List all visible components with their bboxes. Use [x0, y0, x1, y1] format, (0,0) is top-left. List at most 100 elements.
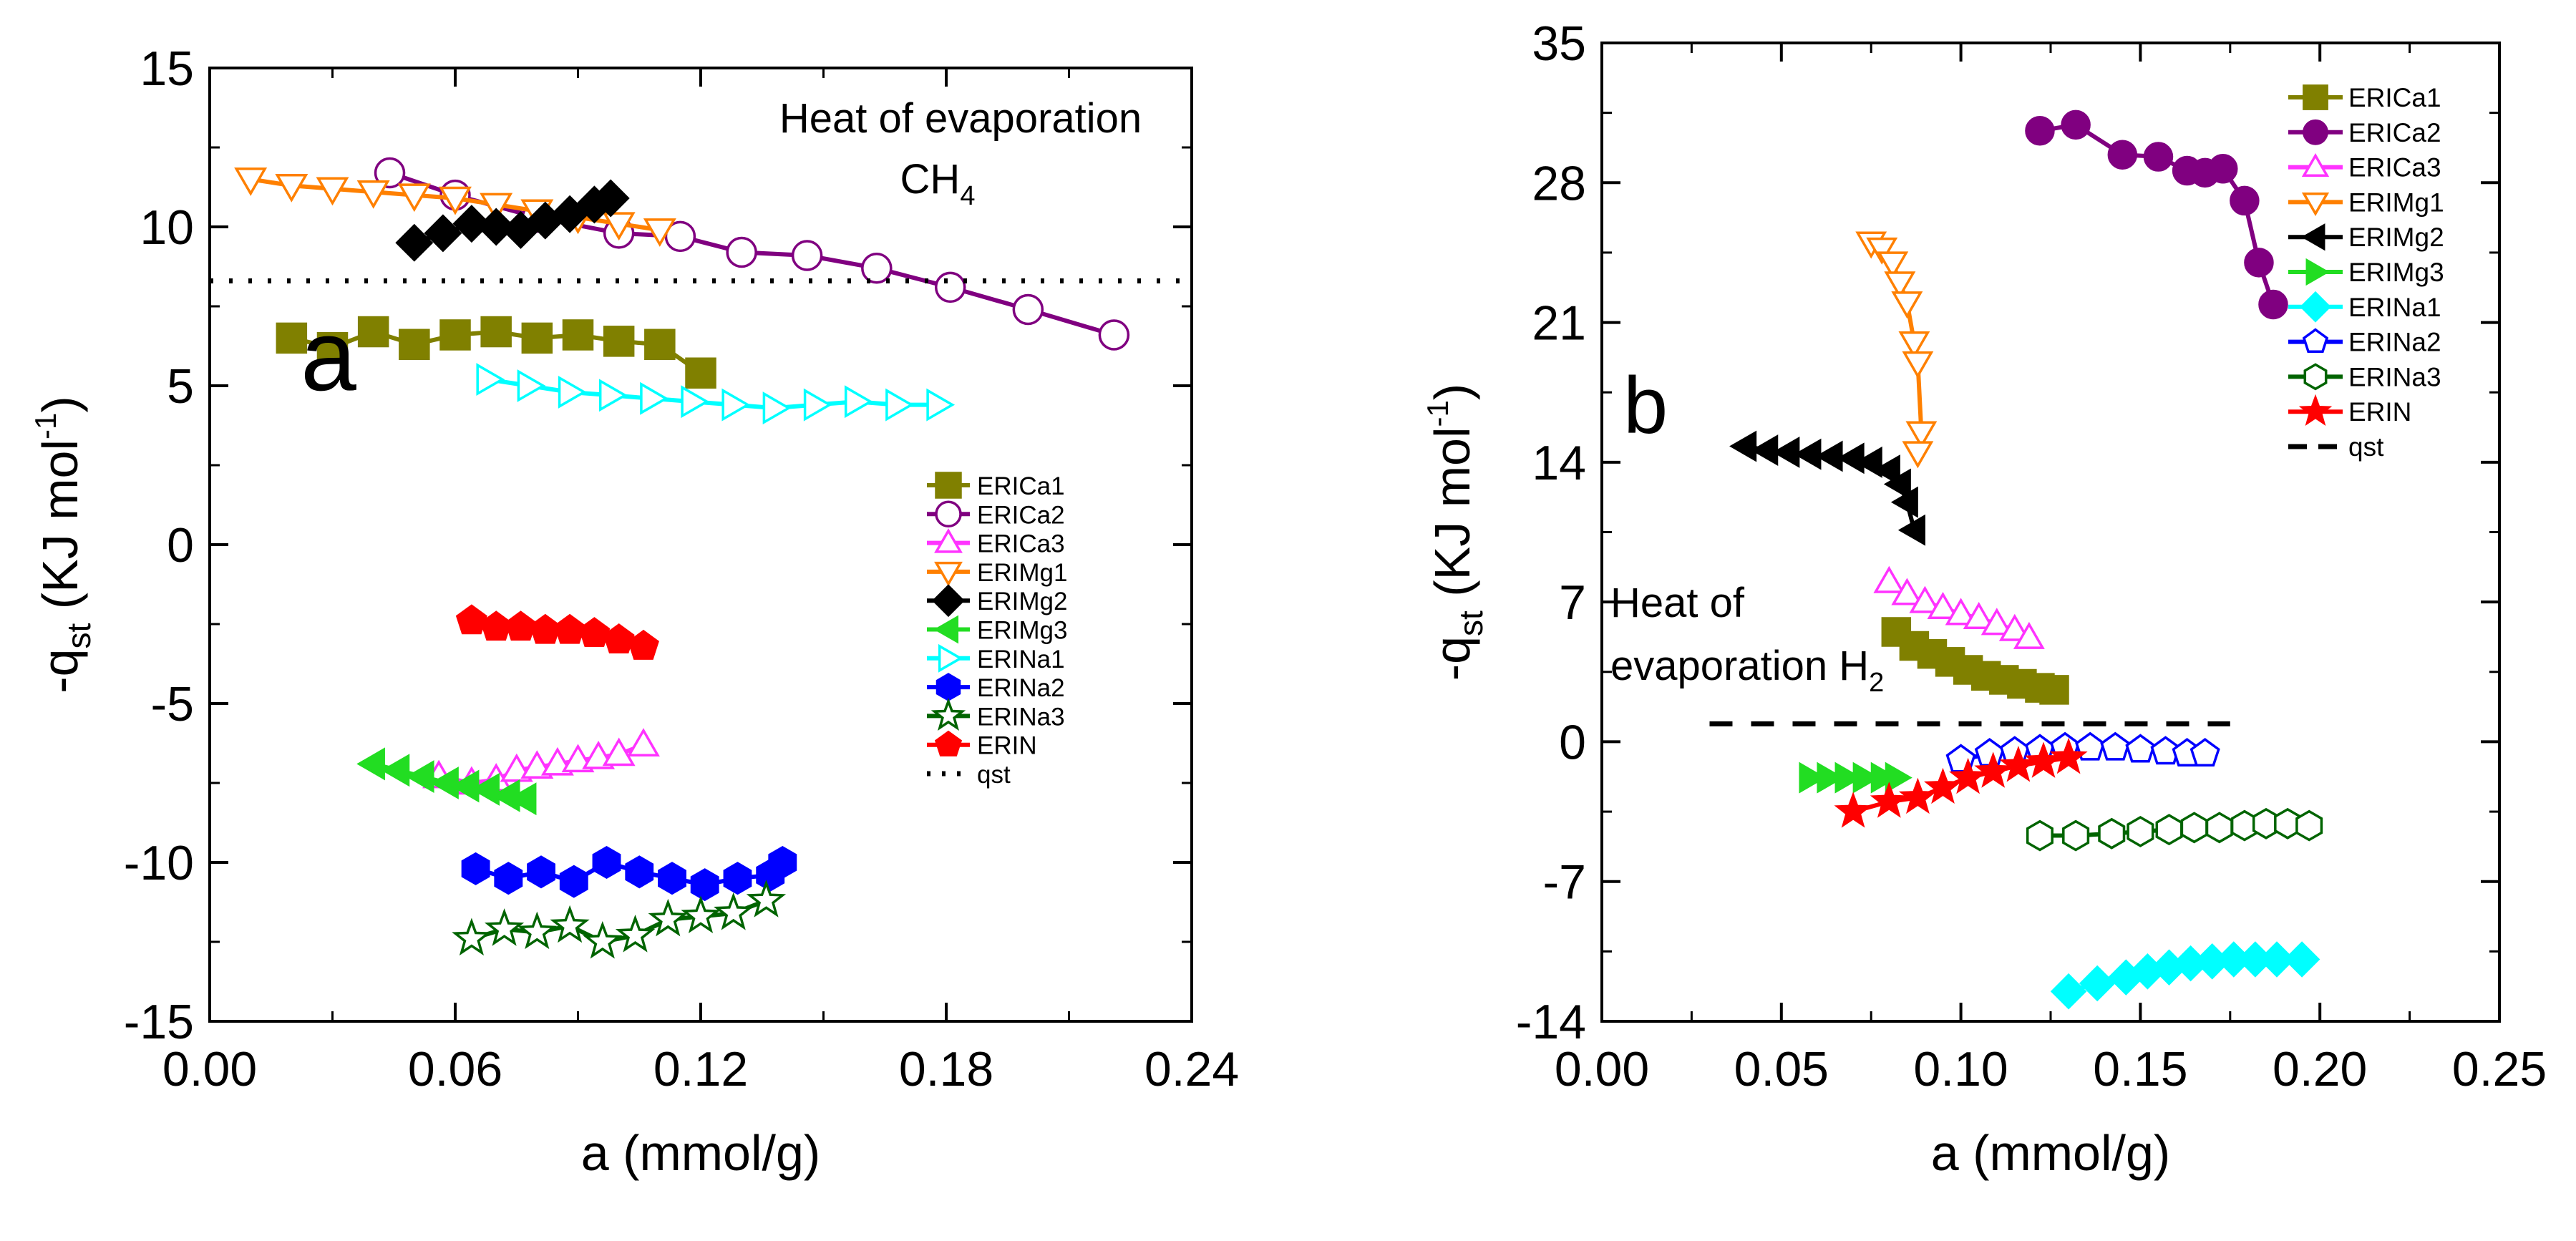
series-ERIMg2 — [1729, 430, 1925, 546]
x-tick-label: 0.18 — [899, 1042, 993, 1096]
data-point-ERIMg2 — [1751, 434, 1779, 467]
data-point-ERINa2 — [723, 862, 752, 895]
data-point-ERINa2 — [2125, 734, 2156, 763]
data-point-ERICa3 — [1980, 608, 2013, 636]
panel-label: b — [1623, 361, 1668, 450]
data-point-ERICa2 — [2258, 289, 2288, 320]
y-tick-label: -7 — [1543, 855, 1586, 910]
data-point-ERIMg1 — [1905, 421, 1938, 449]
series-ERIMg3 — [1799, 761, 1912, 794]
data-point-ERIMg1 — [1877, 251, 1909, 279]
data-point-ERIMg3 — [1817, 761, 1844, 794]
series-ERIMg1 — [234, 167, 676, 247]
data-point-ERICa2 — [2208, 154, 2238, 184]
data-point-ERINa1 — [681, 385, 710, 419]
data-point-ERINa2 — [625, 855, 654, 889]
data-point-ERINa3 — [2155, 814, 2183, 846]
data-point-ERINa1 — [926, 388, 956, 422]
annotation-line-1: Heat of evaporation — [779, 95, 1142, 142]
data-point-ERINa3 — [746, 880, 787, 918]
data-point-ERIMg1 — [1891, 291, 1923, 319]
data-point-ERIMg1 — [234, 167, 268, 196]
data-point-ERIMg1 — [275, 174, 308, 203]
legend-label: ERICa1 — [2348, 83, 2441, 112]
data-point-ERIN — [2049, 737, 2088, 774]
y-tick-label: 0 — [167, 518, 194, 573]
data-point-ERIN — [578, 617, 611, 648]
legend-entry-ERINa1: ERINa1 — [927, 643, 1065, 673]
data-point-ERICa1 — [399, 328, 430, 361]
legend-entry-ERICa3: ERICa3 — [927, 528, 1065, 558]
data-point-ERINa2 — [1974, 738, 2005, 767]
data-point-ERIN — [1834, 792, 1872, 828]
legend-entry-ERIMg3: ERIMg3 — [927, 615, 1067, 645]
series-ERIN — [455, 604, 659, 660]
series-ERINa1 — [476, 363, 956, 425]
data-point-ERINa1 — [762, 391, 792, 425]
x-axis-title: a (mmol/g) — [1931, 1125, 2170, 1181]
data-point-ERIN — [505, 610, 537, 641]
data-point-ERIMg1 — [480, 193, 513, 222]
data-point-ERICa3 — [1909, 585, 1941, 613]
data-point-ERICa1 — [562, 319, 594, 351]
data-point-ERICa2 — [664, 220, 696, 253]
y-title-superscript: -1 — [1421, 400, 1454, 427]
data-point-ERICa3 — [2013, 621, 2045, 649]
y-tick-label: -10 — [124, 836, 194, 890]
data-point-ERIN — [455, 604, 487, 635]
annotation-text: CH — [900, 156, 961, 203]
y-title-end: ) — [32, 396, 88, 412]
data-point-ERIMg1 — [316, 177, 349, 206]
data-point-ERICa2 — [374, 157, 406, 189]
legend-entry-qst: qst — [927, 761, 1011, 789]
series-ERIMg1 — [1855, 231, 1938, 469]
data-point-ERIN — [1949, 757, 1988, 794]
data-point-ERIMg2 — [1890, 486, 1918, 518]
x-tick-label: 0.05 — [1734, 1042, 1829, 1096]
data-point-ERICa3 — [602, 737, 636, 766]
data-point-ERINa3 — [2127, 815, 2154, 847]
y-tick-label: 5 — [167, 359, 194, 414]
legend-marker — [2303, 363, 2328, 391]
y-title-subscript: st — [1452, 610, 1489, 636]
data-point-ERIMg2 — [424, 214, 462, 253]
y-tick-label: -5 — [151, 677, 194, 731]
data-point-ERICa1 — [685, 357, 716, 389]
data-point-ERINa3 — [452, 918, 492, 956]
data-point-ERIMg2 — [1883, 468, 1911, 500]
legend-label: ERIMg2 — [977, 588, 1067, 615]
data-point-ERICa1 — [521, 322, 553, 354]
legend-entry-ERIMg3: ERIMg3 — [2288, 258, 2444, 287]
data-point-ERICa2 — [2143, 142, 2174, 172]
series-ERICa2 — [2025, 110, 2288, 320]
x-axis-title: a (mmol/g) — [581, 1125, 820, 1181]
series-ERICa1 — [1881, 617, 2069, 705]
legend: ERICa1ERICa2ERICa3ERIMg1ERIMg2ERIMg3ERIN… — [927, 472, 1067, 789]
data-point-ERICa3 — [626, 728, 660, 756]
legend-label: ERINa3 — [977, 703, 1065, 731]
data-point-ERICa3 — [1998, 613, 2031, 641]
data-point-ERINa1 — [598, 379, 628, 412]
data-point-ERIN — [1923, 767, 1962, 804]
legend-entry-ERICa2: ERICa2 — [2288, 118, 2441, 147]
data-point-ERINa1 — [2050, 973, 2087, 1010]
data-point-ERINa3 — [2098, 817, 2126, 850]
data-point-ERICa1 — [316, 331, 349, 364]
y-tick-label: 0 — [1559, 715, 1586, 769]
series-ERINa3 — [452, 880, 787, 959]
data-point-ERICa3 — [1873, 565, 1905, 593]
legend-label: ERINa1 — [2348, 293, 2441, 322]
y-axis-title: -qst (KJ mol-1) — [1421, 384, 1489, 681]
y-title-main: -q — [32, 648, 88, 693]
data-point-ERINa2 — [461, 852, 490, 885]
data-point-ERICa1 — [439, 319, 471, 351]
annotation-subscript: 4 — [960, 181, 975, 211]
data-point-ERIMg3 — [405, 760, 434, 794]
legend-marker — [2298, 394, 2333, 426]
data-point-ERIMg1 — [439, 186, 472, 215]
data-point-ERINa2 — [658, 862, 686, 895]
legend-marker — [934, 528, 963, 553]
data-point-ERIMg2 — [1872, 454, 1900, 486]
data-point-ERICa1 — [480, 316, 512, 348]
legend-marker — [932, 584, 965, 618]
